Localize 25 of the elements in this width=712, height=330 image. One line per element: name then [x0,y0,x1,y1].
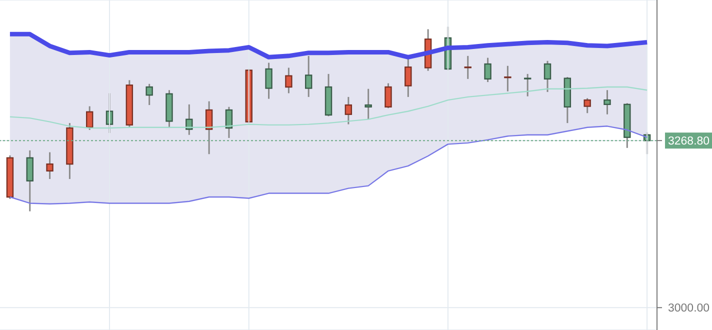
candlestick [544,60,552,93]
candlestick [285,66,292,94]
line-series [8,32,650,60]
candlestick [205,100,213,155]
candlestick [384,82,392,109]
candlestick [524,73,532,98]
candlestick [484,57,492,83]
candlestick [146,83,153,106]
candlestick [464,55,472,80]
candlestick [186,104,193,136]
candlestick [26,150,34,212]
line-series [9,86,648,129]
candlestick [86,106,94,131]
candlestick [344,96,352,126]
y-tick-label: 3000.00 [668,302,710,315]
candlestick [604,89,611,116]
candlestick [225,106,233,139]
candlestick [584,97,591,114]
y-tick-label: 3268.80 [668,136,710,148]
candlestick [404,58,412,98]
candlestick [504,65,512,92]
candlestick [265,62,272,100]
candlestick [364,88,372,120]
candlestick [305,55,312,98]
candlestick [46,152,54,180]
